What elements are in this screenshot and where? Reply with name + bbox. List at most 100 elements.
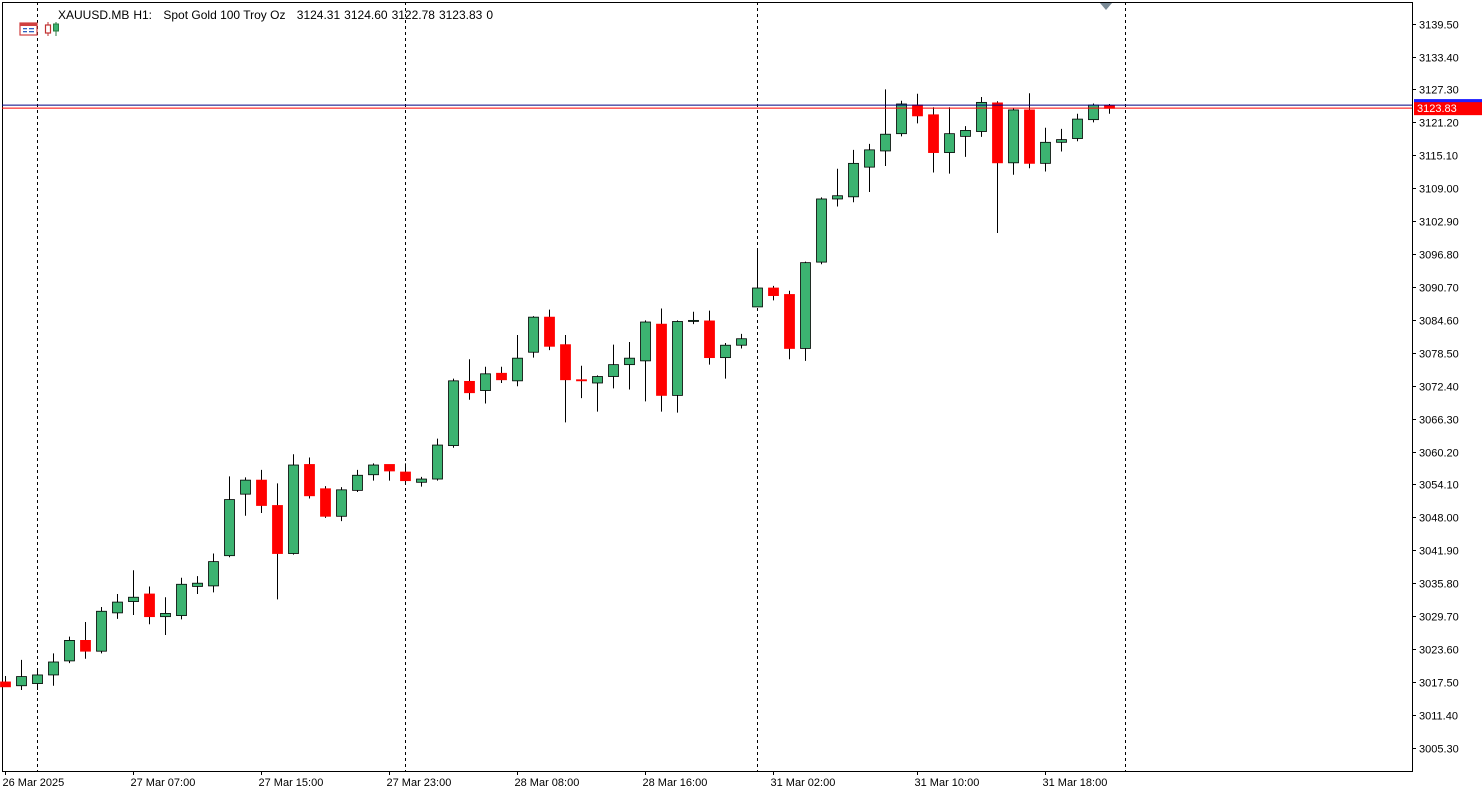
candle xyxy=(80,622,91,659)
candle xyxy=(752,249,763,308)
candle-body xyxy=(112,601,123,614)
candle-body xyxy=(272,505,283,554)
time-tick-label: 31 Mar 18:00 xyxy=(1043,777,1108,789)
candle-body xyxy=(976,101,987,132)
price-tick-label: 3121.20 xyxy=(1419,118,1459,130)
candle xyxy=(224,476,235,558)
candle-body xyxy=(304,464,315,497)
candle-body xyxy=(416,478,427,483)
candle xyxy=(448,378,459,448)
candle-body xyxy=(1008,109,1019,164)
candle-body xyxy=(32,674,43,684)
candle-body xyxy=(224,499,235,557)
header-open: 3124.31 xyxy=(296,8,341,22)
candle-body xyxy=(896,103,907,135)
candle xyxy=(160,597,171,636)
candle-body xyxy=(384,464,395,472)
candle-body xyxy=(624,357,635,366)
candle xyxy=(1056,128,1067,152)
candle xyxy=(1008,108,1019,175)
candle xyxy=(672,320,683,413)
time-tick-label: 27 Mar 23:00 xyxy=(387,777,452,789)
candle xyxy=(64,636,75,664)
candle-body xyxy=(608,364,619,377)
candle-body xyxy=(160,613,171,618)
candle xyxy=(528,316,539,358)
candle xyxy=(32,669,43,691)
candle xyxy=(880,89,891,167)
price-tick-label: 3011.40 xyxy=(1419,711,1458,723)
candle xyxy=(512,334,523,387)
candles-icon[interactable] xyxy=(30,7,60,36)
candle-body xyxy=(768,287,779,296)
time-tick-label: 28 Mar 08:00 xyxy=(515,777,580,789)
candle-body xyxy=(816,198,827,263)
candle xyxy=(704,310,715,365)
candle-body xyxy=(1072,118,1083,139)
candle xyxy=(352,469,363,493)
candle xyxy=(976,96,987,137)
price-tick-label: 3127.30 xyxy=(1419,85,1459,97)
candle-body xyxy=(480,373,491,391)
candle-body xyxy=(0,681,11,688)
candle xyxy=(608,344,619,389)
candle-body xyxy=(784,294,795,349)
candle-body xyxy=(672,321,683,396)
candle xyxy=(48,653,59,686)
header-timeframe: H1: xyxy=(133,8,153,22)
candle-body xyxy=(144,593,155,618)
candle xyxy=(560,334,571,423)
candle-body xyxy=(960,130,971,137)
candle-body xyxy=(496,372,507,381)
candle xyxy=(112,593,123,619)
candle-body xyxy=(432,444,443,480)
candle xyxy=(592,375,603,412)
candle xyxy=(240,477,251,516)
candle-body xyxy=(256,479,267,506)
price-tick-label: 3023.60 xyxy=(1419,645,1459,657)
price-tick-label: 3029.70 xyxy=(1419,612,1459,624)
chart-shift-marker[interactable] xyxy=(1100,3,1112,10)
candle xyxy=(576,365,587,399)
bid-price-label: 3123.83 xyxy=(1417,103,1457,115)
candle-body xyxy=(848,162,859,198)
candle xyxy=(656,308,667,412)
price-tick-label: 3066.30 xyxy=(1419,415,1459,427)
candle-body xyxy=(880,133,891,152)
candle-body xyxy=(192,582,203,587)
candle xyxy=(800,261,811,361)
price-tick-label: 3102.90 xyxy=(1419,217,1459,229)
price-tick-label: 3017.50 xyxy=(1419,678,1459,690)
chart-window-icon[interactable] xyxy=(6,7,38,36)
candle-body xyxy=(128,596,139,602)
candle-body xyxy=(176,583,187,616)
candle-body xyxy=(800,262,811,349)
price-tick-label: 3054.10 xyxy=(1419,480,1459,492)
candle xyxy=(720,343,731,379)
candle xyxy=(1040,127,1051,172)
price-axis: 3139.50 3133.40 3127.30 3121.20 3115.10 3109.… xyxy=(1412,20,1482,756)
candle-body xyxy=(80,640,91,652)
candle-body xyxy=(576,379,587,382)
time-tick-label: 27 Mar 07:00 xyxy=(131,777,196,789)
price-tick-label: 3035.80 xyxy=(1419,579,1459,591)
candle xyxy=(128,570,139,616)
candle-body xyxy=(64,640,75,662)
candle-body xyxy=(992,102,1003,164)
header-high: 3124.60 xyxy=(344,8,388,22)
chart-header: XAUUSD.MB H1: Spot Gold 100 Troy Oz 3124.… xyxy=(6,4,493,36)
candle-body xyxy=(464,380,475,394)
ask-price-marker xyxy=(1414,99,1482,105)
candle-body xyxy=(1056,139,1067,143)
candle xyxy=(784,290,795,360)
candle-body xyxy=(832,195,843,200)
price-tick-label: 3090.70 xyxy=(1419,283,1459,295)
candle xyxy=(736,333,747,349)
candle xyxy=(272,483,283,600)
candle-body xyxy=(320,488,331,517)
candle-body xyxy=(368,464,379,476)
header-low: 3122.78 xyxy=(391,8,435,22)
bid-price-label-bg xyxy=(1414,102,1482,116)
candle-body xyxy=(1088,104,1099,121)
